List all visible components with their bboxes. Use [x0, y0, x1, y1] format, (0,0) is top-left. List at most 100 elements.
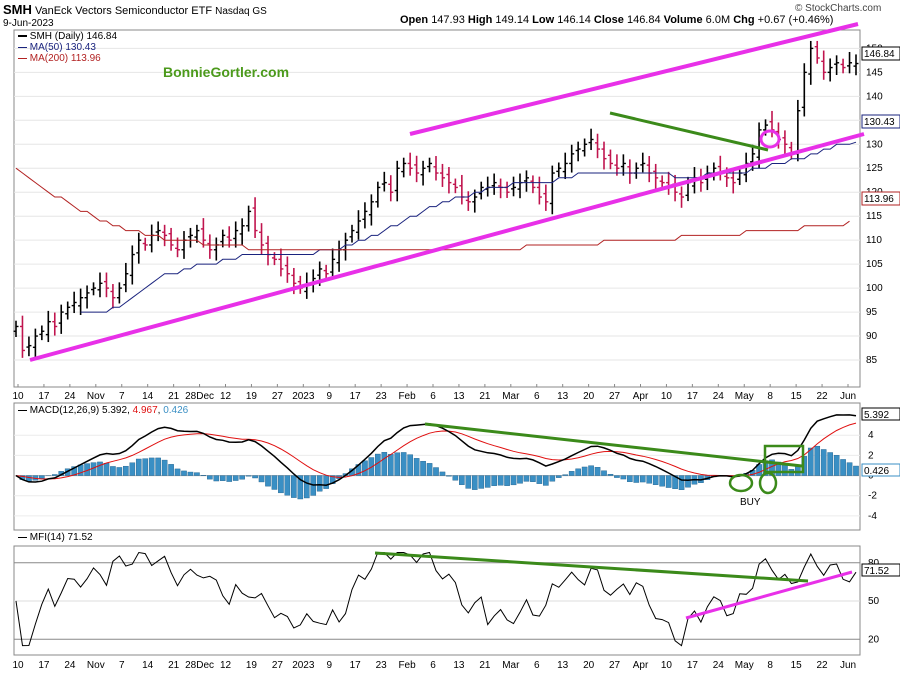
macd-trendline: [424, 422, 803, 468]
ohlc-bar: [336, 240, 342, 272]
macd-histogram-bar: [258, 475, 265, 483]
date-tick-label: 17: [350, 660, 362, 671]
support-trendline: [29, 132, 865, 362]
macd-histogram-bar: [400, 452, 407, 476]
date-tick-label: 28Dec: [185, 391, 214, 402]
ohlc-bar: [91, 282, 97, 296]
price-tick-label: 95: [866, 307, 878, 318]
falling-trendline: [609, 111, 769, 152]
macd-histogram-bar: [362, 460, 368, 476]
ma200-label-box: [861, 191, 900, 206]
ohlc-bar: [607, 149, 613, 170]
mfi-trendline: [374, 551, 809, 583]
close-value: 146.84: [626, 14, 661, 26]
ohlc-bar: [588, 128, 594, 151]
macd-histogram-bar: [497, 475, 504, 486]
macd-histogram-bar: [782, 464, 788, 476]
ohlc-bar: [394, 160, 400, 202]
date-tick-label: 9: [326, 391, 332, 402]
ohlc-bar: [582, 138, 588, 157]
ohlc-bar: [220, 229, 226, 248]
ohlc-bar: [627, 159, 633, 184]
ohlc-bar: [679, 186, 685, 208]
date-tick-label: 7: [119, 391, 125, 402]
ohlc-bar: [200, 218, 206, 248]
ohlc-bar: [834, 55, 840, 75]
macd-histogram-bar: [194, 472, 200, 476]
ohlc-bar: [478, 181, 484, 200]
date-tick-label: 17: [687, 391, 699, 402]
macd-histogram-bar: [387, 454, 394, 476]
macd-histogram-bar: [627, 475, 633, 482]
ohlc-bar: [162, 224, 168, 247]
macd-histogram-bar: [568, 471, 575, 476]
mfi-series: [15, 551, 857, 647]
macd-histogram-bar: [510, 475, 517, 486]
date-tick-label: 10: [12, 391, 24, 402]
mfi-tick-label: 50: [868, 596, 880, 607]
high-value: 149.14: [495, 14, 530, 26]
ohlc-bar: [446, 167, 452, 194]
date-tick-label: 13: [557, 660, 569, 671]
macd-histogram-bar: [827, 452, 833, 476]
macd-histogram-bar: [646, 475, 653, 484]
date-tick-label: 10: [661, 660, 673, 671]
date-tick-label: Nov: [87, 660, 105, 671]
macd-label-box: [861, 407, 900, 421]
ma50-axis-label: 130.43: [864, 117, 895, 128]
macd-histogram-bar: [226, 475, 233, 482]
macd-tick-label: -2: [868, 491, 877, 502]
macd-histogram-bar: [833, 455, 840, 476]
macd-histogram-bar: [446, 475, 452, 477]
ohlc-bar: [149, 224, 155, 253]
ohlc-bar: [530, 175, 536, 194]
macd-histogram-bar: [271, 475, 278, 490]
ohlc-bar: [103, 272, 109, 298]
symbol-line: SMH VanEck Vectors Semiconductor ETF Nas…: [3, 2, 267, 17]
ohlc-bar: [595, 133, 601, 159]
macd-histogram-bar: [155, 457, 161, 476]
date-tick-label: 2023: [292, 391, 315, 402]
ohlc-bar: [368, 194, 374, 226]
ohlc-bar: [129, 245, 135, 285]
macd-histogram-bar: [853, 465, 859, 476]
date-tick-label: 27: [609, 391, 621, 402]
macd-histogram-bar: [478, 475, 485, 489]
ohlc-bar: [362, 202, 368, 229]
copyright: © StockCharts.com: [795, 3, 882, 14]
ohlc-bar: [78, 288, 84, 315]
ma200-axis-label: 113.96: [864, 194, 894, 205]
ohlc-bar: [52, 312, 58, 336]
legend-ma50-swatch: [18, 46, 27, 48]
legend-price-swatch: [18, 35, 27, 38]
date-tick-label: 19: [246, 660, 258, 671]
ohlc-bar: [633, 162, 639, 179]
macd-histogram-bar: [639, 475, 646, 483]
date-tick-label: 22: [817, 660, 829, 671]
macd-signal-line: [15, 422, 857, 480]
macd-histogram-bar: [562, 474, 569, 476]
ohlc-bar: [465, 191, 471, 211]
mfi-support-line: [685, 570, 853, 620]
date-tick-label: Nov: [87, 391, 105, 402]
macd-histogram-bar: [110, 466, 116, 476]
macd-histogram-bar: [116, 467, 123, 476]
date-tick-label: 15: [791, 660, 803, 671]
ohlc-bar: [750, 144, 756, 171]
ohlc-bar: [659, 175, 665, 189]
ohlc-bar: [142, 237, 148, 251]
ohlc-bar: [375, 181, 381, 208]
date-tick-label: 13: [557, 391, 569, 402]
macd-histogram-bar: [51, 474, 58, 476]
ohlc-summary: Open 147.93 High 149.14 Low 146.14 Close…: [400, 14, 834, 26]
macd-histogram-bar: [252, 475, 258, 479]
date-tick-label: 10: [12, 660, 24, 671]
date-tick-label: 13: [453, 660, 465, 671]
date-tick-label: 17: [38, 391, 50, 402]
macd-histogram-bar: [665, 475, 672, 488]
macd-histogram-bar: [504, 475, 510, 486]
macd-histogram-bar: [168, 464, 174, 476]
macd-histogram-bar: [491, 475, 497, 486]
price-axis-label: 146.84: [864, 49, 895, 60]
ohlc-bar: [155, 221, 161, 242]
